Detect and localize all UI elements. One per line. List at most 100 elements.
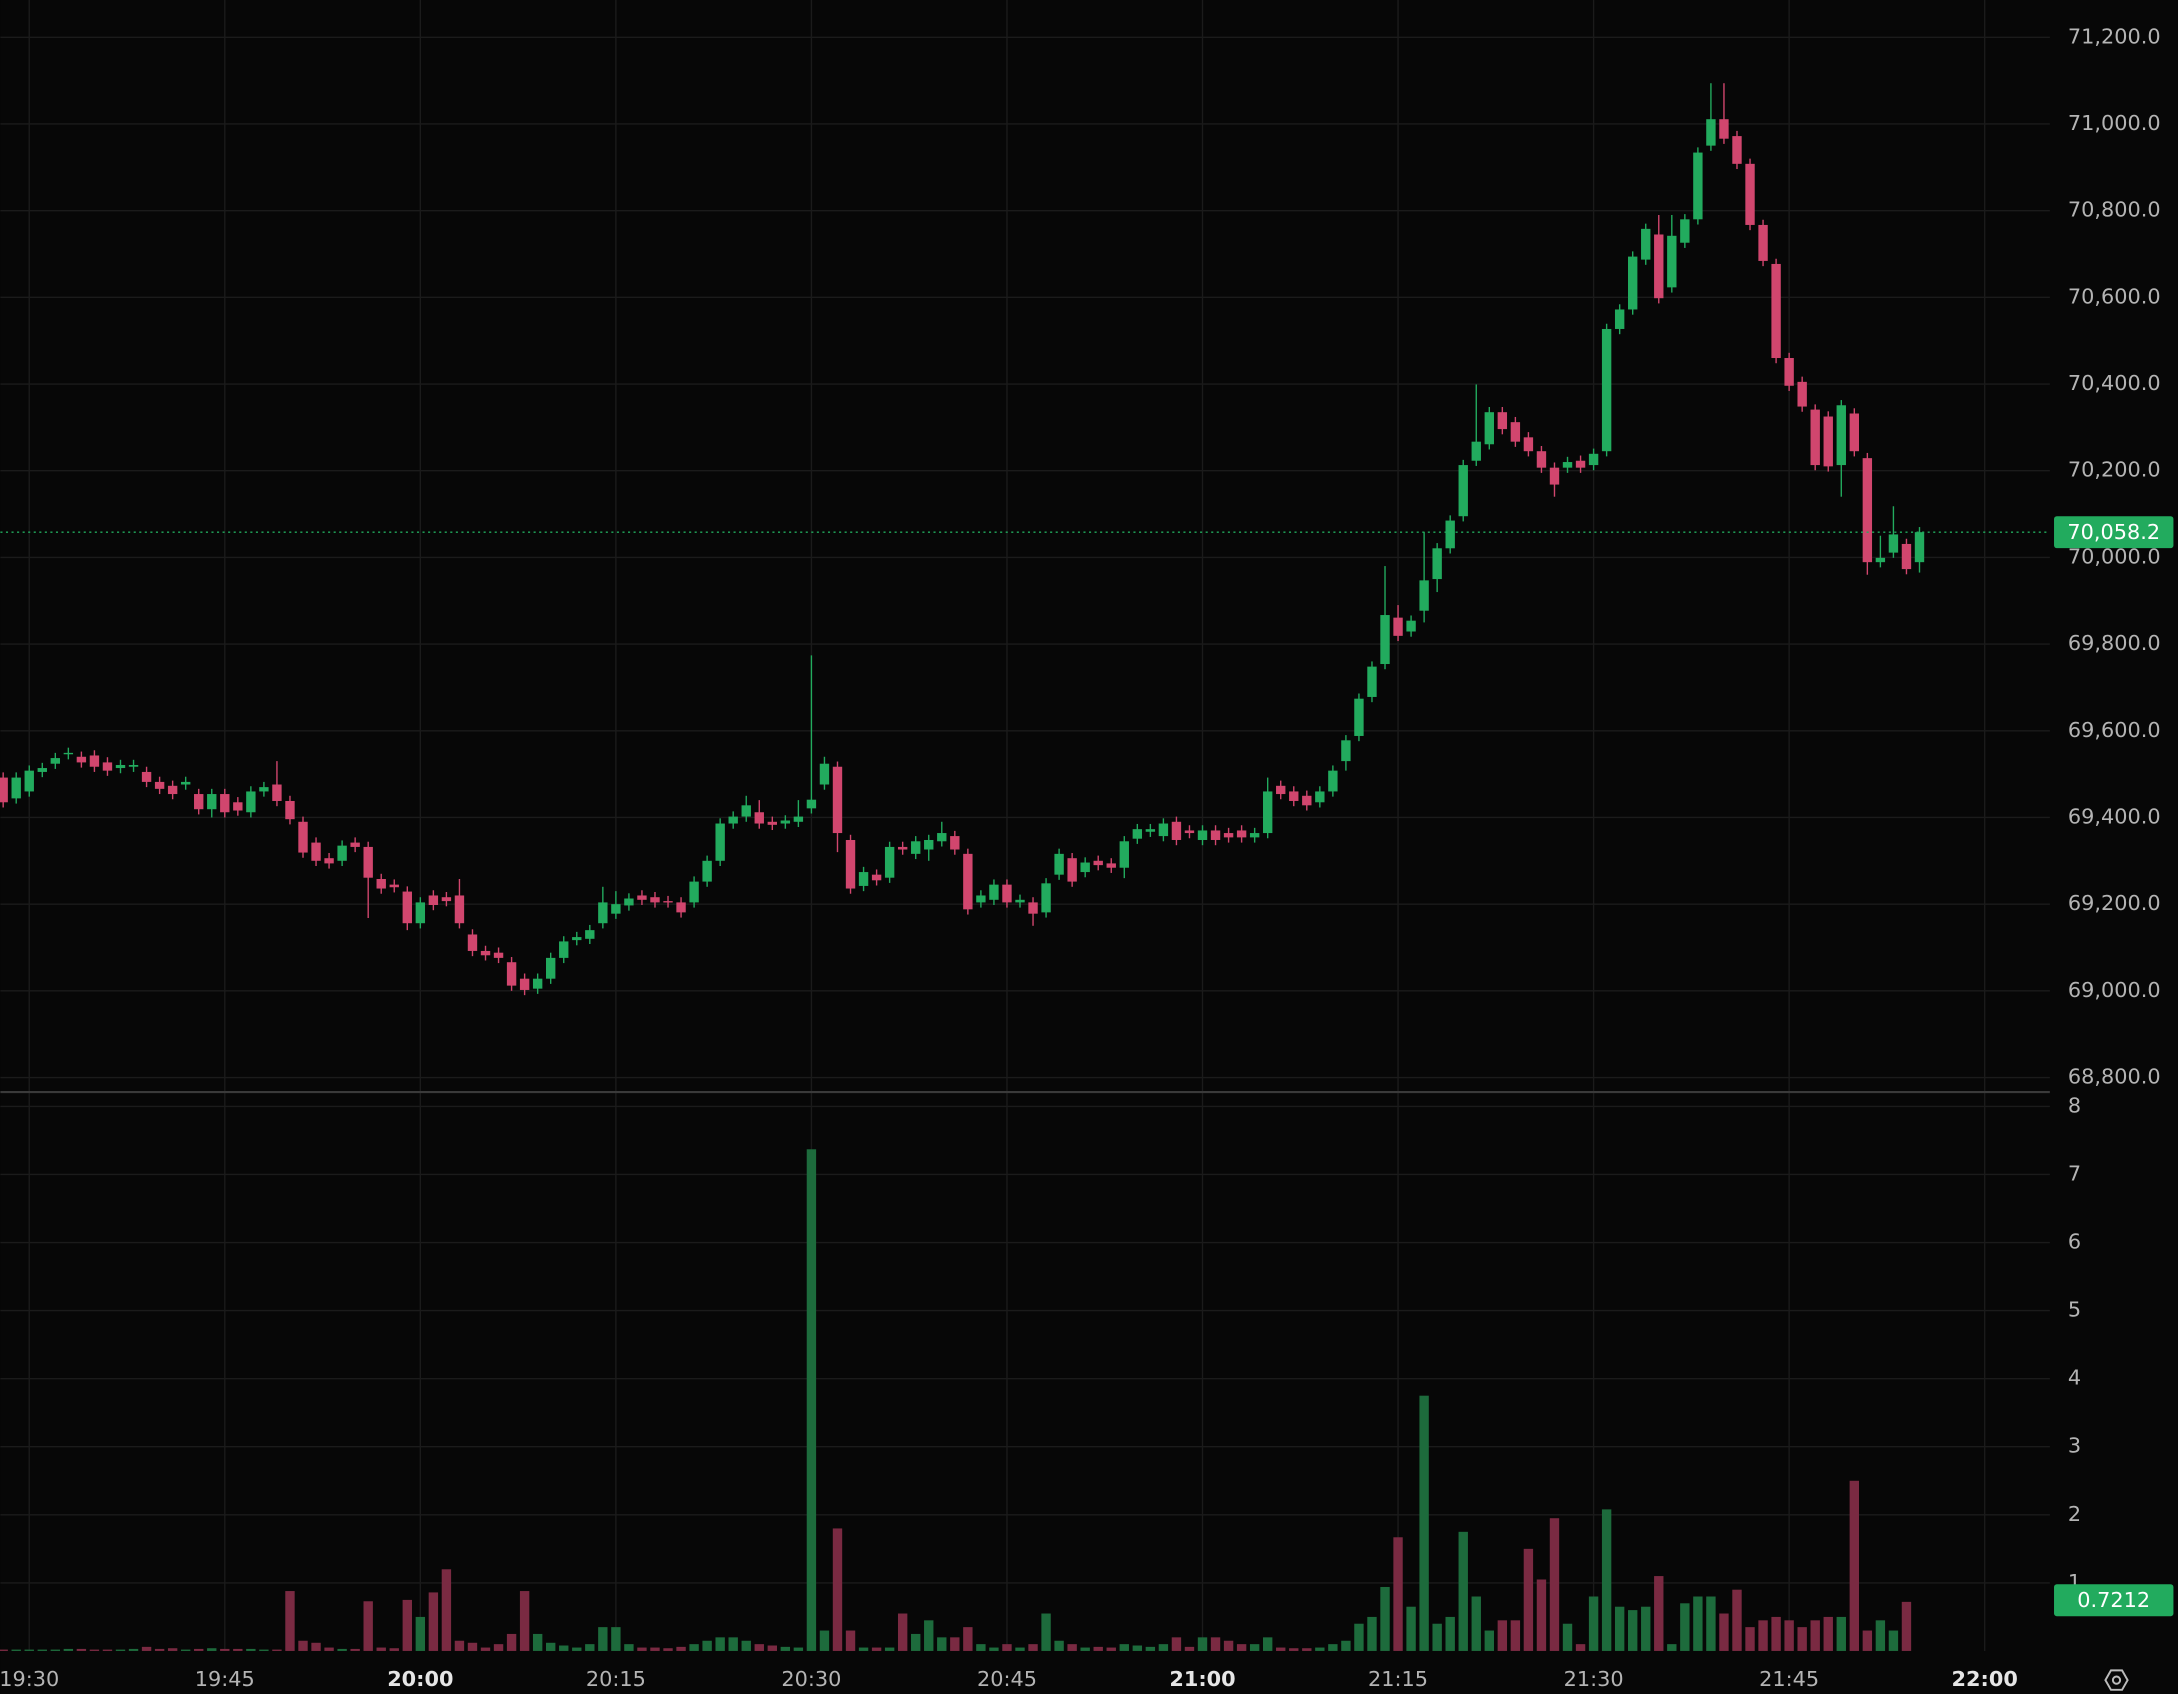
volume-bar xyxy=(1223,1640,1234,1651)
volume-bar xyxy=(1132,1645,1143,1651)
volume-bar xyxy=(1901,1601,1912,1651)
candle-body xyxy=(428,895,439,906)
volume-bar xyxy=(1732,1589,1742,1651)
volume-bar xyxy=(493,1644,504,1651)
volume-bar xyxy=(480,1647,491,1651)
volume-bar xyxy=(1523,1548,1534,1651)
candle-body xyxy=(1614,309,1625,329)
volume-bar xyxy=(1158,1644,1169,1651)
candle-body xyxy=(1054,853,1064,875)
volume-bar xyxy=(272,1649,282,1651)
candle-body xyxy=(572,937,582,941)
volume-bar xyxy=(1145,1646,1156,1651)
volume-bar xyxy=(337,1648,347,1651)
settings-hexagon[interactable] xyxy=(2104,1669,2129,1691)
volume-bar xyxy=(598,1627,608,1651)
candle-body xyxy=(1771,263,1781,359)
candle-body xyxy=(1015,899,1025,903)
candle-body xyxy=(1119,841,1129,868)
volume-tick-label: 7 xyxy=(2068,1161,2081,1185)
volume-bar xyxy=(102,1649,113,1651)
volume-bar xyxy=(1276,1647,1286,1651)
candle-body xyxy=(167,785,178,795)
volume-bar xyxy=(1419,1395,1429,1651)
candle-body xyxy=(1914,532,1925,563)
candle-body xyxy=(1210,830,1221,840)
volume-bar xyxy=(1289,1648,1299,1651)
candle-body xyxy=(1901,543,1912,570)
volume-bar xyxy=(1471,1596,1481,1651)
candle-body xyxy=(363,846,373,878)
candle-body xyxy=(1432,548,1442,580)
volume-bar xyxy=(1628,1610,1638,1651)
candle-body xyxy=(1875,557,1886,563)
volume-bar xyxy=(1067,1644,1077,1651)
x-tick-label: 21:45 xyxy=(1759,1667,1819,1691)
candle-body xyxy=(1536,451,1547,468)
candle-body xyxy=(0,777,8,803)
candle-body xyxy=(937,833,947,842)
volume-bar xyxy=(924,1620,934,1651)
last-volume-badge xyxy=(2054,1584,2174,1617)
candle-body xyxy=(1732,136,1742,164)
candle-body xyxy=(1328,770,1338,792)
volume-bar xyxy=(519,1591,530,1651)
volume-bar xyxy=(832,1528,843,1651)
volume-bar xyxy=(1784,1620,1794,1651)
volume-bar xyxy=(728,1637,738,1651)
candle-body xyxy=(559,941,569,958)
settings-icon[interactable] xyxy=(2104,1669,2129,1691)
y-tick-label: 70,200.0 xyxy=(2068,458,2161,482)
volume-bar xyxy=(546,1642,556,1651)
candle-body xyxy=(37,768,47,772)
volume-bar xyxy=(1015,1647,1025,1651)
volume-bar xyxy=(858,1647,869,1651)
volume-bar xyxy=(1210,1637,1221,1651)
settings-dot[interactable] xyxy=(2111,1675,2122,1685)
y-tick-label: 70,400.0 xyxy=(2068,371,2161,395)
volume-bar xyxy=(220,1648,230,1651)
volume-bar xyxy=(1171,1637,1182,1651)
volume-bar xyxy=(24,1649,34,1651)
volume-bar xyxy=(1823,1616,1833,1651)
candle-body xyxy=(1706,119,1716,146)
candle-body xyxy=(1002,884,1012,903)
candle-body xyxy=(389,884,399,888)
candle-body xyxy=(976,895,986,903)
volume-bar xyxy=(911,1633,921,1651)
candle-body xyxy=(1158,823,1169,837)
volume-bar xyxy=(532,1633,543,1651)
candle-body xyxy=(324,858,334,864)
candle-body xyxy=(715,823,725,861)
volume-bar xyxy=(37,1649,47,1651)
candle-body xyxy=(702,860,712,882)
volume-bar xyxy=(1328,1644,1338,1651)
volume-bar xyxy=(676,1646,686,1651)
candle-body xyxy=(1797,381,1807,407)
x-tick-label: 21:30 xyxy=(1564,1667,1624,1691)
candle-body xyxy=(754,812,764,824)
candle-body xyxy=(1132,829,1143,839)
volume-bar xyxy=(819,1630,830,1651)
volume-bar xyxy=(884,1647,895,1651)
candle-body xyxy=(1588,453,1599,466)
x-tick-label: 19:45 xyxy=(195,1667,255,1691)
candle-body xyxy=(1106,863,1116,868)
volume-bar xyxy=(767,1645,778,1651)
candle-body xyxy=(1419,580,1429,611)
volume-bar xyxy=(637,1647,647,1651)
volume-bar xyxy=(11,1649,21,1651)
candle-body xyxy=(911,841,921,854)
candle-body xyxy=(128,765,139,767)
volume-bar xyxy=(572,1647,582,1651)
volume-bar xyxy=(1849,1480,1860,1651)
volume-bar xyxy=(1393,1537,1403,1651)
candle-body xyxy=(259,787,269,792)
candle-body xyxy=(180,781,191,785)
layer xyxy=(0,83,1925,1651)
volume-bar xyxy=(1341,1640,1351,1651)
x-tick-label: 21:00 xyxy=(1169,1667,1235,1691)
volume-bar xyxy=(1758,1620,1768,1651)
